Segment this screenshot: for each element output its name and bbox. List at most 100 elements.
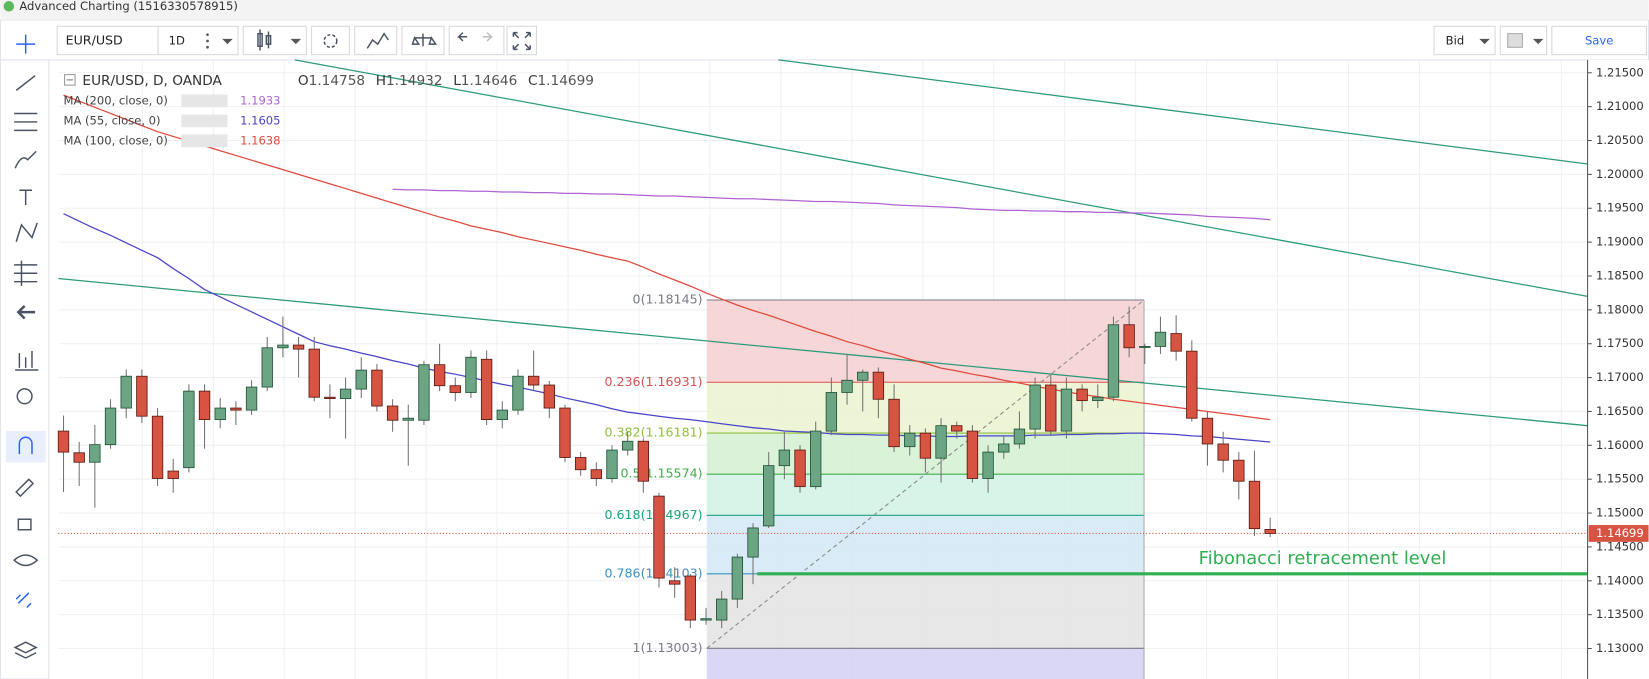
lock-draw-tool[interactable] [15,478,35,498]
candle-body [324,396,336,400]
annotation: Fibonacci retracement level [1199,548,1447,569]
candle-body [120,375,132,409]
price-type-box[interactable] [1433,25,1496,56]
symbol: EUR/USD [66,32,123,47]
candle-body [935,425,947,459]
y-tick-label: 1.16000 [1596,438,1644,452]
candle-body [1170,333,1182,352]
link-tool[interactable] [15,592,32,609]
dropdown-caret [290,38,302,45]
indicators-button[interactable] [354,25,398,56]
layout-icon [1507,33,1523,48]
crosshair-tool[interactable] [16,34,36,54]
measure-tool[interactable] [15,351,39,371]
candle-body [308,348,320,398]
ohlc-value: 1.14699 [537,73,593,89]
candle-body [386,405,399,421]
zoom-tool[interactable] [16,388,33,405]
candle-body [418,364,430,421]
candle-body [1013,428,1026,445]
price-type: Bid [1446,33,1464,47]
candle-body [167,470,179,479]
dropdown-caret [1532,38,1544,45]
candle-body [355,369,367,390]
y-tick-label: 1.14000 [1596,573,1644,587]
candle-body [339,388,352,400]
lock-tool[interactable] [17,518,32,531]
fib-band [706,515,1145,574]
candle-body [763,465,775,527]
fib-tool[interactable] [14,112,38,132]
candle-body [371,369,383,407]
fib-label: 0.5(1.15574) [621,466,703,481]
ohlc-label: L [453,73,461,89]
trend-line [778,59,1588,165]
y-tick-label: 1.21000 [1596,99,1644,113]
ohlc-label: H [376,73,386,89]
candle-body [998,443,1010,453]
candle-body [888,398,900,448]
price-axis-bg [1587,59,1649,679]
app-icon [3,1,15,12]
candle-body [292,344,305,350]
layers-tool[interactable] [13,641,38,659]
ma-legend-name: MA (100, close, 0) [64,133,168,147]
candle-body [1060,388,1073,432]
y-tick-label: 1.15000 [1596,506,1644,520]
candle-body [480,358,493,420]
candle-body [606,449,618,479]
y-tick-label: 1.13000 [1596,641,1644,655]
candle-body [261,347,273,388]
moving-average [392,188,1271,221]
candle-body [872,371,885,400]
fib-label: 0.382(1.16181) [604,425,702,440]
candle-body [559,407,571,458]
moving-average [63,213,1271,443]
legend: EUR/USD, D, OANDA O1.14758 H1.14932 L1.1… [64,73,594,89]
candle-body [1045,384,1057,432]
candle-body [919,432,932,459]
candle-body [1233,459,1245,482]
last-price-label: 1.14699 [1596,526,1644,540]
candle-body [214,407,226,420]
prediction-tool[interactable] [14,260,38,286]
candle-body [1154,331,1167,347]
magnet-tool[interactable] [18,436,33,455]
candle-body [402,417,414,421]
y-tick-label: 1.19500 [1596,201,1644,215]
pattern-tool[interactable] [15,222,38,242]
ohlc-label: C [528,73,538,89]
y-tick-label: 1.16500 [1596,404,1644,418]
candle-body [198,390,211,420]
undo-redo[interactable] [448,25,505,56]
candle-body [747,527,759,558]
candle-body [574,457,587,471]
y-tick-label: 1.17000 [1596,370,1644,384]
candle-body [512,375,524,411]
candle-body [700,618,712,621]
ma-legend-buttons [181,114,228,128]
visibility-tool[interactable] [13,554,39,567]
candle-body [982,451,994,479]
candle-body [151,415,164,479]
candle-body [1123,324,1135,349]
y-tick-label: 1.14500 [1596,539,1644,553]
settings-button[interactable] [311,25,350,56]
candle-body [904,432,916,448]
text-tool[interactable] [19,189,32,205]
trend-line [58,277,1588,427]
trendline-tool[interactable] [15,75,36,91]
save-button[interactable] [1551,25,1647,56]
brush-tool[interactable] [14,150,37,169]
candle-body [668,580,681,585]
back-tool[interactable] [16,304,36,320]
candle-body [1186,350,1198,419]
menu-dots[interactable] [206,33,233,49]
candle-body [230,407,242,411]
redo-icon [482,32,494,42]
symbol-box[interactable] [56,25,159,56]
candle-body [1029,384,1041,430]
fullscreen-button[interactable] [506,25,538,56]
